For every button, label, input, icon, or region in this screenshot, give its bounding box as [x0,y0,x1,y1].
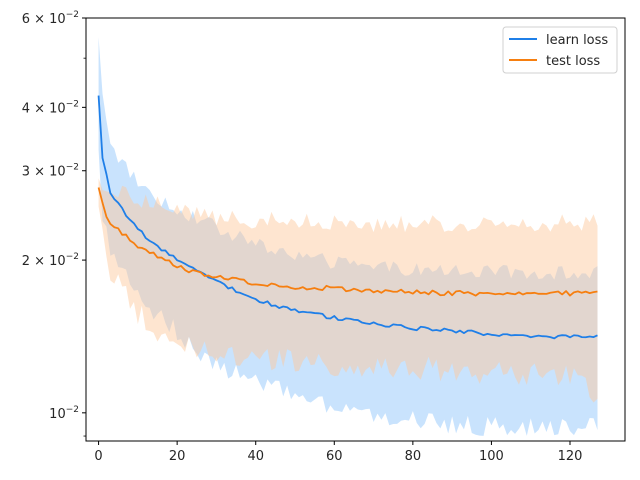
x-tick-label: 60 [326,449,343,464]
band-learn-loss [98,37,598,436]
series-line-test-loss [97,187,598,297]
x-tick-label: 40 [247,449,264,464]
y-tick-label: 10−2 [49,405,79,422]
x-tick-label: 20 [169,449,186,464]
y-tick-label: 3 × 10−2 [22,163,79,180]
legend-label-learn-loss: learn loss [546,33,608,48]
x-tick-label: 100 [479,449,504,464]
y-tick-label: 2 × 10−2 [22,252,79,269]
x-tick-label: 0 [94,449,102,464]
y-tick-label: 6 × 10−2 [22,10,79,27]
y-tick-label: 4 × 10−2 [22,99,79,116]
series-line-learn-loss [97,95,598,340]
x-tick-label: 120 [558,449,583,464]
legend-label-test-loss: test loss [546,54,600,69]
plot-frame [85,17,626,442]
x-tick-label: 80 [405,449,422,464]
